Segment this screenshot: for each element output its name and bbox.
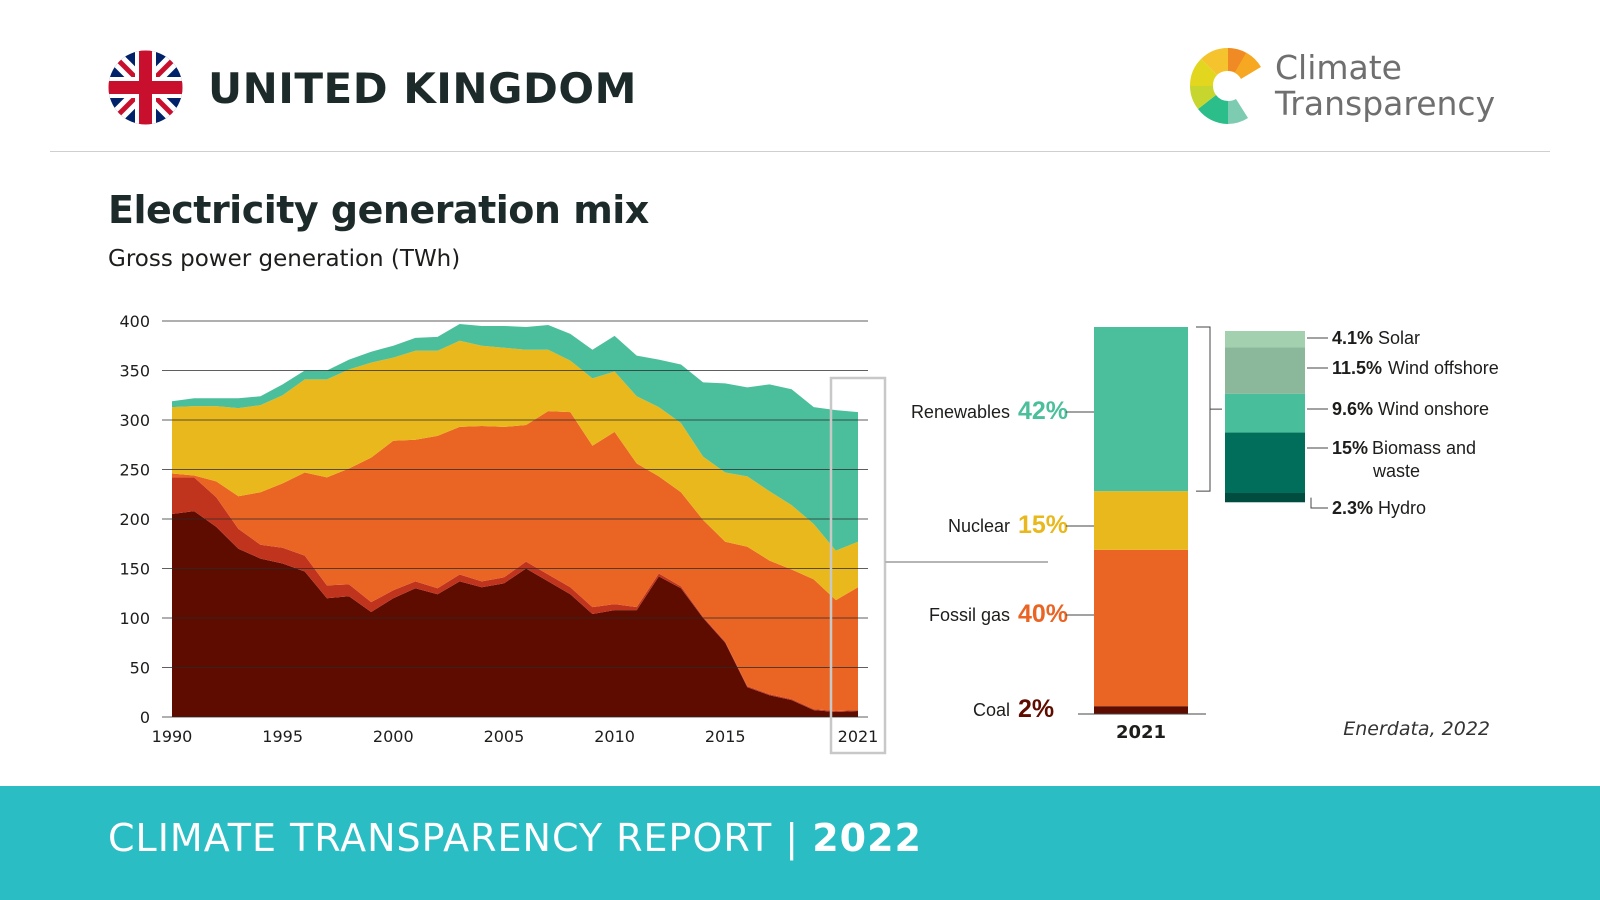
footer-text: CLIMATE TRANSPARENCY REPORT | 2022 bbox=[108, 816, 922, 860]
bar-pct-nuclear: 15% bbox=[1018, 511, 1068, 539]
y-tick-label: 50 bbox=[130, 659, 150, 678]
footer-year: 2022 bbox=[812, 816, 922, 860]
bar-pct-renewables: 42% bbox=[1018, 397, 1068, 425]
bar-pct-coal: 2% bbox=[1018, 695, 1054, 723]
electricity-mix-chart: 0 50 100 150 200 250 300 350 400 1990 1995 2000 2005… bbox=[119, 312, 1499, 755]
climate-transparency-logo bbox=[1189, 47, 1266, 124]
header-divider bbox=[50, 151, 1550, 152]
bar-segment-nuclear bbox=[1094, 491, 1188, 550]
bar-label-renewables: Renewables bbox=[911, 402, 1010, 422]
country-name: UNITED KINGDOM bbox=[208, 64, 637, 113]
bar-pct-fossil-gas: 40% bbox=[1018, 600, 1068, 628]
x-tick-label: 2000 bbox=[373, 727, 414, 746]
y-tick-label: 250 bbox=[119, 461, 150, 480]
renewable-segment-solar bbox=[1225, 331, 1305, 348]
highlight-box bbox=[829, 376, 887, 755]
footer-report-name: CLIMATE TRANSPARENCY REPORT | bbox=[108, 816, 813, 860]
bar-label-fossil-gas: Fossil gas bbox=[929, 605, 1010, 625]
area-nuclear bbox=[172, 340, 858, 601]
page-header: UNITED KINGDOM Climate Transparency bbox=[0, 0, 1600, 152]
x-tick-label: 2021 bbox=[838, 727, 879, 746]
breakdown-pct-wind-offshore: 11.5% bbox=[1332, 358, 1382, 378]
y-tick-label: 0 bbox=[140, 708, 150, 727]
area-renewables bbox=[172, 323, 858, 551]
logo-text: Climate Transparency bbox=[1275, 50, 1495, 122]
y-tick-label: 150 bbox=[119, 560, 150, 579]
bar-segment-coal bbox=[1094, 706, 1188, 714]
y-tick-label: 100 bbox=[119, 609, 150, 628]
logo-text-line1: Climate bbox=[1275, 48, 1402, 87]
breakdown-pct-solar: 4.1% bbox=[1332, 328, 1373, 348]
renewable-segment-hydro bbox=[1225, 493, 1305, 503]
breakdown-pct-biomass-and-waste: 15% bbox=[1332, 438, 1368, 458]
chart-title: Electricity generation mix bbox=[108, 188, 649, 232]
breakdown-label-biomass-and-waste-line1: Biomass and bbox=[1372, 438, 1476, 458]
chart-subtitle: Gross power generation (TWh) bbox=[108, 246, 461, 272]
logo-text-line2: Transparency bbox=[1275, 84, 1496, 123]
area-fossil-gas bbox=[172, 411, 858, 712]
breakdown-pct-hydro: 2.3% bbox=[1332, 498, 1373, 518]
area-coal bbox=[172, 511, 858, 717]
bar-segment-fossil-gas bbox=[1094, 549, 1188, 707]
bar-segment-renewables bbox=[1094, 327, 1188, 492]
y-tick-label: 300 bbox=[119, 411, 150, 430]
uk-flag-icon bbox=[108, 50, 183, 125]
breakdown-label-biomass-and-waste-line2: waste bbox=[1372, 461, 1420, 481]
x-tick-label: 1990 bbox=[152, 727, 193, 746]
breakdown-label-hydro: Hydro bbox=[1378, 498, 1426, 518]
breakdown-label-solar: Solar bbox=[1378, 328, 1420, 348]
x-tick-label: 2005 bbox=[484, 727, 525, 746]
x-tick-label: 2015 bbox=[705, 727, 746, 746]
renewable-segment-wind-onshore bbox=[1225, 393, 1305, 433]
breakdown-leader bbox=[1310, 497, 1328, 509]
renewables-bracket bbox=[1196, 326, 1222, 492]
renewable-segment-biomass-and-waste bbox=[1225, 432, 1305, 494]
renewable-segment-wind-offshore bbox=[1225, 347, 1305, 394]
footer-bar: CLIMATE TRANSPARENCY REPORT | 2022 bbox=[0, 786, 1600, 900]
breakdown-pct-wind-onshore: 9.6% bbox=[1332, 399, 1373, 419]
bar-category-label: 2021 bbox=[1116, 722, 1166, 743]
y-tick-label: 400 bbox=[119, 312, 150, 331]
source-note: Enerdata, 2022 bbox=[1343, 718, 1490, 740]
breakdown-label-wind-onshore: Wind onshore bbox=[1378, 399, 1489, 419]
bar-label-nuclear: Nuclear bbox=[948, 516, 1010, 536]
bar-label-coal: Coal bbox=[973, 700, 1010, 720]
y-tick-label: 200 bbox=[119, 510, 150, 529]
x-tick-label: 1995 bbox=[262, 727, 303, 746]
y-tick-label: 350 bbox=[119, 362, 150, 381]
x-tick-label: 2010 bbox=[594, 727, 635, 746]
breakdown-label-wind-offshore: Wind offshore bbox=[1388, 358, 1499, 378]
